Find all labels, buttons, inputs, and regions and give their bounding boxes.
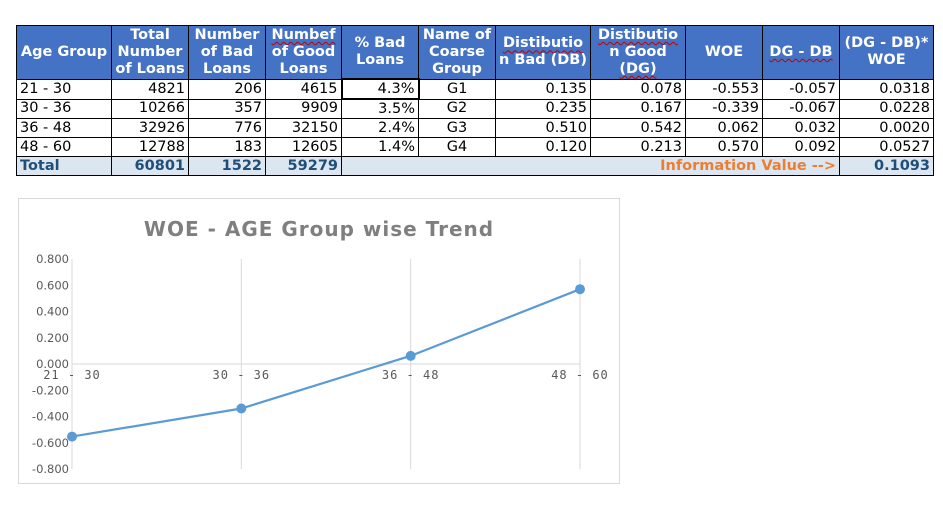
dist-good-cell[interactable]: 0.078 bbox=[590, 78, 686, 100]
chart-title: WOE - AGE Group wise Trend bbox=[144, 217, 494, 241]
dg-db-cell[interactable]: -0.057 bbox=[762, 78, 840, 100]
woe-cell[interactable]: -0.339 bbox=[685, 98, 763, 119]
dist-good-cell[interactable]: 0.542 bbox=[590, 118, 686, 138]
age-group-cell[interactable]: 48 - 60 bbox=[16, 137, 112, 157]
y-tick-label: -0.400 bbox=[32, 410, 69, 424]
pct-bad-cell[interactable]: 4.3% bbox=[340, 78, 420, 100]
y-tick-label: -0.600 bbox=[32, 436, 69, 450]
x-tick-label: 36 - 48 bbox=[382, 368, 440, 382]
woe-cell[interactable]: 0.062 bbox=[685, 118, 763, 138]
iv-component-cell[interactable]: 0.0228 bbox=[839, 98, 934, 119]
header-dist-bad[interactable]: Distibutio n Bad (DB) bbox=[495, 25, 591, 80]
y-tick-label: 0.800 bbox=[36, 252, 69, 266]
bad-loans-cell[interactable]: 357 bbox=[188, 98, 266, 119]
x-tick-label: 48 - 60 bbox=[551, 368, 609, 382]
woe-cell[interactable]: 0.570 bbox=[685, 137, 763, 157]
woe-trend-chart[interactable]: WOE - AGE Group wise Trend 0.800 0.600 0.4… bbox=[18, 198, 620, 484]
pct-bad-cell[interactable]: 3.5% bbox=[341, 98, 419, 119]
data-point[interactable] bbox=[67, 431, 77, 442]
iv-component-cell[interactable]: 0.0527 bbox=[839, 137, 934, 157]
y-tick-label: 0.600 bbox=[36, 278, 69, 292]
x-axis-ticks: 21 - 30 30 - 36 36 - 48 48 - 60 bbox=[43, 368, 609, 382]
coarse-group-cell[interactable]: G2 bbox=[418, 98, 496, 119]
dist-bad-cell[interactable]: 0.135 bbox=[495, 78, 591, 100]
age-group-cell[interactable]: 21 - 30 bbox=[16, 78, 112, 100]
total-good-cell[interactable]: 59279 bbox=[265, 156, 342, 176]
pct-bad-cell[interactable]: 2.4% bbox=[341, 118, 419, 138]
header-age-group[interactable]: Age Group bbox=[16, 25, 112, 80]
data-point[interactable] bbox=[575, 284, 585, 295]
table-row: 30 - 36 10266 357 9909 3.5% G2 0.235 0.167 -0.33… bbox=[16, 98, 934, 119]
dist-bad-cell[interactable]: 0.235 bbox=[495, 98, 591, 119]
age-group-cell[interactable]: 36 - 48 bbox=[16, 118, 112, 138]
header-row: Age Group Total Number of Loans Number of B… bbox=[16, 25, 934, 80]
header-woe[interactable]: WOE bbox=[685, 25, 763, 80]
iv-component-cell[interactable]: 0.0020 bbox=[839, 118, 934, 138]
good-loans-cell[interactable]: 4615 bbox=[265, 78, 342, 100]
y-tick-label: -0.200 bbox=[32, 383, 69, 397]
header-dg-db[interactable]: DG - DB bbox=[762, 25, 840, 80]
y-tick-label: 0.000 bbox=[36, 357, 69, 371]
header-iv-component[interactable]: (DG - DB)* WOE bbox=[839, 25, 934, 80]
x-tick-label: 21 - 30 bbox=[43, 368, 101, 382]
header-good-loans[interactable]: Numbef of Good Loans bbox=[265, 25, 342, 80]
bad-loans-cell[interactable]: 776 bbox=[188, 118, 266, 138]
coarse-group-cell[interactable]: G1 bbox=[418, 78, 496, 100]
dist-good-cell[interactable]: 0.213 bbox=[590, 137, 686, 157]
dist-good-cell[interactable]: 0.167 bbox=[590, 98, 686, 119]
header-bad-loans[interactable]: Number of Bad Loans bbox=[188, 25, 266, 80]
total-loans-cell[interactable]: 10266 bbox=[111, 98, 189, 119]
dg-db-cell[interactable]: 0.092 bbox=[762, 137, 840, 157]
iv-component-cell[interactable]: 0.0318 bbox=[839, 78, 934, 100]
y-tick-label: -0.800 bbox=[32, 462, 69, 476]
pct-bad-cell[interactable]: 1.4% bbox=[341, 137, 419, 157]
total-loans-cell[interactable]: 32926 bbox=[111, 118, 189, 138]
coarse-group-cell[interactable]: G3 bbox=[418, 118, 496, 138]
data-point[interactable] bbox=[405, 350, 416, 361]
table-row: 48 - 60 12788 183 12605 1.4% G4 0.120 0.213 0.57… bbox=[16, 137, 934, 157]
header-pct-bad[interactable]: % Bad Loans bbox=[341, 25, 419, 80]
x-tick-label: 30 - 36 bbox=[213, 368, 271, 382]
bad-loans-cell[interactable]: 183 bbox=[188, 137, 266, 157]
table-row: 36 - 48 32926 776 32150 2.4% G3 0.510 0.542 0.06… bbox=[16, 118, 934, 138]
dist-bad-cell[interactable]: 0.510 bbox=[495, 118, 591, 138]
total-bad-cell[interactable]: 1522 bbox=[188, 156, 266, 176]
good-loans-cell[interactable]: 12605 bbox=[265, 137, 342, 157]
age-group-cell[interactable]: 30 - 36 bbox=[16, 98, 112, 119]
woe-series-line[interactable] bbox=[71, 288, 581, 438]
header-coarse-group[interactable]: Name of Coarse Group bbox=[418, 25, 496, 80]
dg-db-cell[interactable]: 0.032 bbox=[762, 118, 840, 138]
header-dist-good[interactable]: Distibutio n Good (DG) bbox=[590, 25, 686, 80]
table-row: 21 - 30 4821 206 4615 4.3% G1 0.135 0.078 -0.553… bbox=[16, 78, 934, 100]
chart-canvas: WOE - AGE Group wise Trend 0.800 0.600 0.4… bbox=[32, 217, 609, 476]
total-loans-cell[interactable]: 4821 bbox=[111, 78, 189, 100]
dg-db-cell[interactable]: -0.067 bbox=[762, 98, 840, 119]
good-loans-cell[interactable]: 32150 bbox=[265, 118, 342, 138]
header-total-loans[interactable]: Total Number of Loans bbox=[111, 25, 189, 80]
total-label[interactable]: Total bbox=[16, 156, 112, 176]
dist-bad-cell[interactable]: 0.120 bbox=[495, 137, 591, 157]
total-loans-cell[interactable]: 12788 bbox=[111, 137, 189, 157]
total-loans-cell[interactable]: 60801 bbox=[111, 156, 189, 176]
axes bbox=[71, 259, 580, 469]
woe-table: Age Group Total Number of Loans Number of B… bbox=[16, 25, 934, 176]
information-value-label[interactable]: Information Value --> bbox=[341, 156, 840, 176]
data-point[interactable] bbox=[236, 403, 247, 414]
woe-cell[interactable]: -0.553 bbox=[685, 78, 763, 100]
y-tick-label: 0.400 bbox=[36, 305, 69, 319]
good-loans-cell[interactable]: 9909 bbox=[265, 98, 342, 119]
total-row: Total 60801 1522 59279 Information Value… bbox=[16, 156, 934, 176]
coarse-group-cell[interactable]: G4 bbox=[418, 137, 496, 157]
bad-loans-cell[interactable]: 206 bbox=[188, 78, 266, 100]
woe-series bbox=[67, 284, 585, 442]
information-value-cell[interactable]: 0.1093 bbox=[839, 156, 934, 176]
y-tick-label: 0.200 bbox=[36, 331, 69, 345]
y-axis-ticks: 0.800 0.600 0.400 0.200 0.000 -0.200 -0.400 -0.… bbox=[32, 252, 69, 476]
